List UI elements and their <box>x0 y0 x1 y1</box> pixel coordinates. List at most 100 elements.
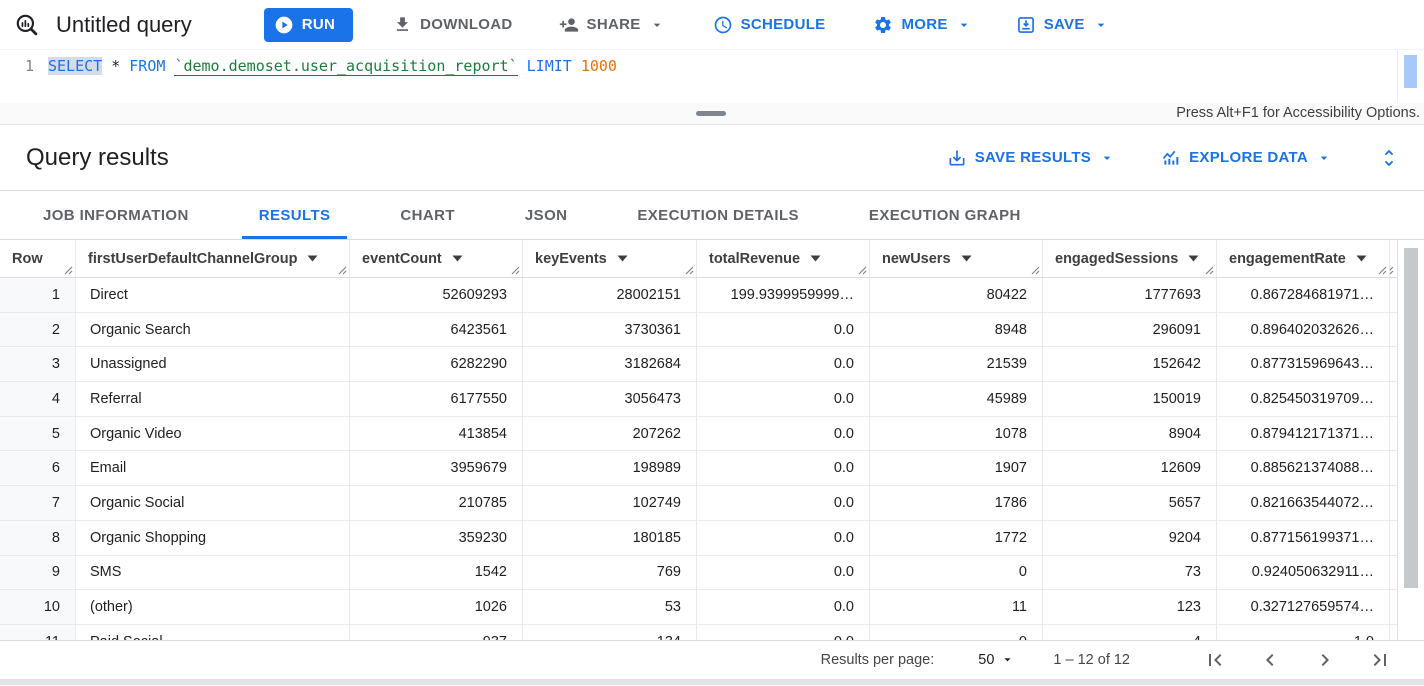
table-scrollbar-track[interactable] <box>1397 240 1424 640</box>
table-cell: 0.867284681971… <box>1217 278 1390 312</box>
tab-chart[interactable]: CHART <box>400 206 455 224</box>
sort-menu-caret-icon[interactable] <box>1188 255 1199 262</box>
person-add-icon <box>559 17 578 32</box>
tab-job-information[interactable]: JOB INFORMATION <box>43 206 189 224</box>
column-resize-grip[interactable] <box>1378 266 1387 275</box>
share-button[interactable]: SHARE <box>559 15 665 35</box>
row-number-cell: 10 <box>0 590 76 624</box>
line-number: 1 <box>24 57 34 75</box>
table-cell: 123 <box>1043 590 1217 624</box>
column-header-firstuserdefaultchannelgroup[interactable]: firstUserDefaultChannelGroup <box>76 240 350 277</box>
column-header-engagementrate[interactable]: engagementRate <box>1217 240 1390 277</box>
table-cell: 937 <box>350 624 523 640</box>
column-resize-grip[interactable] <box>1390 266 1394 275</box>
save-icon <box>1017 16 1034 33</box>
table-cell: 359230 <box>350 520 523 555</box>
table-cell: 0.327127659574… <box>1217 590 1390 624</box>
table-cell: Paid Social <box>76 624 350 640</box>
save-button[interactable]: SAVE <box>1016 15 1109 35</box>
sort-menu-caret-icon[interactable] <box>810 255 821 262</box>
column-label: engagementRate <box>1229 250 1346 267</box>
sql-keyword-select: SELECT <box>48 57 103 75</box>
table-cell: Referral <box>76 382 350 416</box>
chevron-down-icon <box>960 23 968 27</box>
last-page-button[interactable] <box>1368 648 1392 672</box>
column-resize-grip[interactable] <box>511 266 520 275</box>
horizontal-scrollbar[interactable] <box>0 679 1424 686</box>
sql-keyword-from: FROM <box>129 57 175 75</box>
schedule-button[interactable]: SCHEDULE <box>713 15 826 35</box>
column-resize-grip[interactable] <box>685 266 694 275</box>
column-header-row[interactable]: Row <box>0 240 76 277</box>
column-header-totalrevenue[interactable]: totalRevenue <box>697 240 870 277</box>
save-results-button[interactable]: SAVE RESULTS <box>947 148 1115 168</box>
table-cell: 0.821663544072… <box>1217 486 1390 520</box>
table-scrollbar-thumb[interactable] <box>1404 248 1418 588</box>
column-resize-grip[interactable] <box>858 266 867 275</box>
editor-scrollbar-track <box>1397 50 1398 103</box>
sort-menu-caret-icon[interactable] <box>452 255 463 262</box>
table-cell: 0.0 <box>697 555 870 590</box>
table-cell: 6282290 <box>350 347 523 382</box>
sort-menu-caret-icon[interactable] <box>307 255 318 262</box>
sql-editor[interactable]: 1 SELECT * FROM `demo.demoset.user_acqui… <box>0 50 1424 103</box>
tab-execution-details[interactable]: EXECUTION DETAILS <box>637 206 799 224</box>
column-header-newusers[interactable]: newUsers <box>870 240 1043 277</box>
download-button[interactable]: DOWNLOAD <box>393 15 512 34</box>
query-title: Untitled query <box>56 11 192 37</box>
column-label: keyEvents <box>535 250 607 267</box>
table-row: 8 Organic Shopping 359230 180185 0.0 1772 9204… <box>0 520 1424 556</box>
table-cell: 12609 <box>1043 451 1217 486</box>
table-row: 3 Unassigned 6282290 3182684 0.0 21539 152642 0… <box>0 347 1424 383</box>
table-cell: 0.0 <box>697 347 870 382</box>
table-cell: 28002151 <box>523 278 697 312</box>
tab-execution-graph[interactable]: EXECUTION GRAPH <box>868 206 1021 224</box>
splitter-drag-handle[interactable] <box>696 111 726 116</box>
chevron-down-icon <box>653 23 660 27</box>
table-cell: 8904 <box>1043 416 1217 451</box>
gear-icon <box>875 16 892 33</box>
table-cell: 1777693 <box>1043 278 1217 312</box>
chevron-down-icon <box>1004 658 1012 662</box>
tab-results[interactable]: RESULTS <box>241 191 348 239</box>
run-button[interactable]: RUN <box>263 7 354 42</box>
download-icon <box>397 17 409 31</box>
table-cell: 0.0 <box>697 382 870 416</box>
table-row: 11Paid Social9371340.0041.0 <box>0 624 1424 640</box>
table-cell: 199.9399959999… <box>697 278 870 312</box>
save-results-icon <box>949 150 965 165</box>
explore-data-button[interactable]: EXPLORE DATA <box>1161 148 1332 168</box>
table-cell: 21539 <box>870 347 1043 382</box>
table-cell: Unassigned <box>76 347 350 382</box>
column-header-clipped <box>1390 240 1396 277</box>
next-page-button[interactable] <box>1313 648 1337 672</box>
row-number-cell: 6 <box>0 451 76 486</box>
column-header-engagedsessions[interactable]: engagedSessions <box>1043 240 1217 277</box>
table-cell: 11 <box>870 590 1043 624</box>
sql-table-reference[interactable]: `demo.demoset.user_acquisition_report` <box>174 57 518 76</box>
sort-menu-caret-icon[interactable] <box>961 255 972 262</box>
previous-page-button[interactable] <box>1258 648 1282 672</box>
expand-results-button[interactable] <box>1378 147 1400 169</box>
editor-scrollbar-thumb[interactable] <box>1404 55 1417 88</box>
page-size-select[interactable]: 50 <box>978 652 1015 668</box>
column-resize-grip[interactable] <box>1031 266 1040 275</box>
table-cell: 3182684 <box>523 347 697 382</box>
column-header-eventcount[interactable]: eventCount <box>350 240 523 277</box>
table-cell: 45989 <box>870 382 1043 416</box>
table-body: 1 Direct 52609293 28002151 199.9399959999… 80… <box>0 278 1424 640</box>
table-cell: 210785 <box>350 486 523 520</box>
column-header-keyevents[interactable]: keyEvents <box>523 240 697 277</box>
results-header: Query results SAVE RESULTS EXPLORE DATA <box>0 125 1424 191</box>
column-resize-grip[interactable] <box>338 266 347 275</box>
column-resize-grip[interactable] <box>1205 266 1214 275</box>
column-resize-grip[interactable] <box>64 266 73 275</box>
sql-code: SELECT * FROM `demo.demoset.user_acquisi… <box>48 57 617 76</box>
bigquery-query-icon <box>16 14 38 35</box>
first-page-button[interactable] <box>1203 648 1227 672</box>
table-row: 6 Email 3959679 198989 0.0 1907 12609 0.8856213… <box>0 451 1424 487</box>
sort-menu-caret-icon[interactable] <box>1356 255 1367 262</box>
sort-menu-caret-icon[interactable] <box>617 255 628 262</box>
tab-json[interactable]: JSON <box>524 206 568 224</box>
more-button[interactable]: MORE <box>873 15 971 35</box>
